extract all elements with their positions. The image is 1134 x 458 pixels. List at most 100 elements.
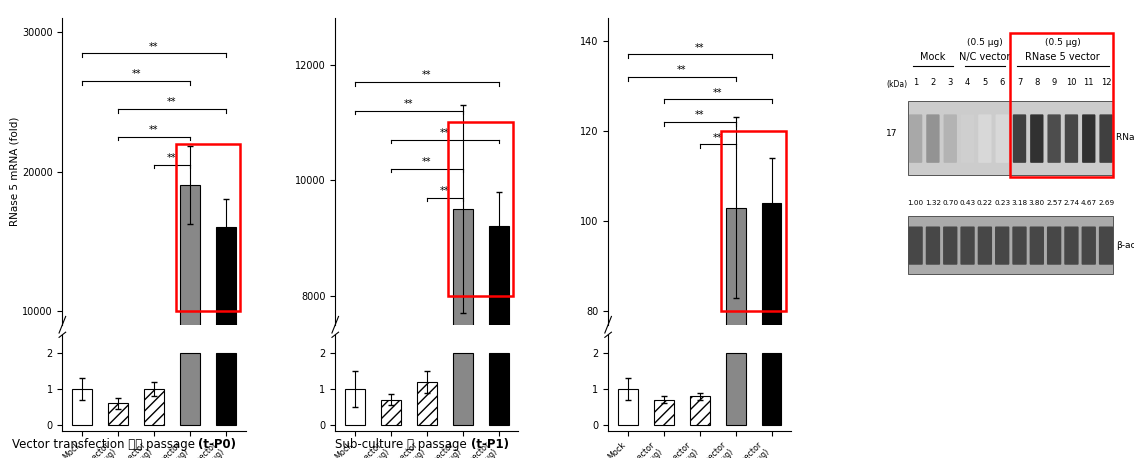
Text: **: ** <box>440 186 449 196</box>
Text: **: ** <box>695 110 704 120</box>
Bar <box>618 389 637 425</box>
Bar <box>144 389 163 425</box>
Bar <box>908 216 1114 274</box>
Text: 2.69: 2.69 <box>1098 200 1114 206</box>
Text: 7: 7 <box>1017 78 1022 87</box>
Bar <box>452 209 473 458</box>
Bar <box>73 389 92 425</box>
Text: 1.00: 1.00 <box>907 200 924 206</box>
Text: **: ** <box>404 99 414 109</box>
Bar <box>452 353 473 425</box>
FancyBboxPatch shape <box>1099 227 1114 265</box>
FancyBboxPatch shape <box>979 114 991 163</box>
FancyBboxPatch shape <box>978 227 992 265</box>
Text: (0.5 μg): (0.5 μg) <box>1044 38 1081 47</box>
Bar <box>726 207 745 458</box>
Text: 1: 1 <box>913 78 919 87</box>
FancyBboxPatch shape <box>1099 114 1112 163</box>
Text: 5: 5 <box>982 78 988 87</box>
Text: 11: 11 <box>1083 78 1094 87</box>
Bar <box>180 185 200 450</box>
Text: 1.32: 1.32 <box>925 200 941 206</box>
FancyBboxPatch shape <box>1030 227 1044 265</box>
Text: 4.67: 4.67 <box>1081 200 1097 206</box>
Bar <box>726 353 745 425</box>
Text: **: ** <box>695 43 704 53</box>
Text: 12: 12 <box>1101 78 1111 87</box>
Text: (t-P1): (t-P1) <box>471 438 509 451</box>
Bar <box>180 353 200 425</box>
Text: 3: 3 <box>948 78 953 87</box>
Text: 17: 17 <box>886 129 897 138</box>
Text: **: ** <box>440 128 449 138</box>
Text: 10: 10 <box>1066 78 1076 87</box>
Bar <box>381 400 400 425</box>
Text: **: ** <box>422 71 432 81</box>
FancyBboxPatch shape <box>996 114 1009 163</box>
Text: 6: 6 <box>999 78 1005 87</box>
Bar <box>417 382 437 425</box>
FancyBboxPatch shape <box>943 227 957 265</box>
Text: Mock: Mock <box>921 52 946 62</box>
Bar <box>689 396 710 425</box>
Text: 3.80: 3.80 <box>1029 200 1044 206</box>
Y-axis label: RNase 5 mRNA (fold): RNase 5 mRNA (fold) <box>9 117 19 226</box>
FancyBboxPatch shape <box>1013 114 1026 163</box>
Text: Sub-culture 후 passage: Sub-culture 후 passage <box>336 438 471 451</box>
Text: 3.18: 3.18 <box>1012 200 1027 206</box>
FancyBboxPatch shape <box>995 227 1009 265</box>
FancyBboxPatch shape <box>908 227 923 265</box>
FancyBboxPatch shape <box>909 114 922 163</box>
Text: 2.57: 2.57 <box>1046 200 1063 206</box>
Bar <box>176 144 240 311</box>
Text: 9: 9 <box>1051 78 1057 87</box>
FancyBboxPatch shape <box>943 114 957 163</box>
Bar <box>489 353 508 425</box>
Bar <box>654 400 674 425</box>
FancyBboxPatch shape <box>1065 227 1078 265</box>
Text: β-actin: β-actin <box>1116 240 1134 250</box>
FancyBboxPatch shape <box>960 227 975 265</box>
Text: RNase 5: RNase 5 <box>1116 133 1134 142</box>
Text: RNase 5 vector: RNase 5 vector <box>1025 52 1100 62</box>
Bar <box>721 131 786 311</box>
Text: 0.22: 0.22 <box>976 200 993 206</box>
Bar <box>345 389 365 425</box>
FancyBboxPatch shape <box>1082 114 1095 163</box>
Text: 0.70: 0.70 <box>942 200 958 206</box>
Bar <box>448 122 513 296</box>
Text: N/C vector: N/C vector <box>959 52 1010 62</box>
Bar <box>762 353 781 425</box>
Bar <box>908 101 1114 175</box>
FancyBboxPatch shape <box>1082 227 1095 265</box>
Bar <box>215 227 236 450</box>
Bar <box>762 203 781 458</box>
Text: 2: 2 <box>930 78 936 87</box>
FancyBboxPatch shape <box>1047 227 1061 265</box>
FancyBboxPatch shape <box>1048 114 1060 163</box>
Text: (t-P0): (t-P0) <box>198 438 237 451</box>
Bar <box>489 226 508 458</box>
Text: **: ** <box>167 153 177 163</box>
Bar <box>1009 33 1114 177</box>
Bar <box>108 403 128 425</box>
FancyBboxPatch shape <box>960 114 974 163</box>
Text: **: ** <box>167 97 177 107</box>
Text: 0.23: 0.23 <box>995 200 1010 206</box>
Text: 8: 8 <box>1034 78 1040 87</box>
Text: 4: 4 <box>965 78 971 87</box>
Text: (kDa): (kDa) <box>886 80 907 89</box>
FancyBboxPatch shape <box>1065 114 1078 163</box>
Text: Vector transfection 시킨 passage: Vector transfection 시킨 passage <box>11 438 198 451</box>
FancyBboxPatch shape <box>925 227 940 265</box>
Text: 0.43: 0.43 <box>959 200 975 206</box>
FancyBboxPatch shape <box>1030 114 1043 163</box>
Text: **: ** <box>713 133 722 143</box>
Text: 2.74: 2.74 <box>1064 200 1080 206</box>
FancyBboxPatch shape <box>1013 227 1026 265</box>
Text: **: ** <box>422 157 432 167</box>
Text: **: ** <box>713 88 722 98</box>
Text: (0.5 μg): (0.5 μg) <box>967 38 1002 47</box>
FancyBboxPatch shape <box>926 114 940 163</box>
Text: **: ** <box>150 125 159 135</box>
